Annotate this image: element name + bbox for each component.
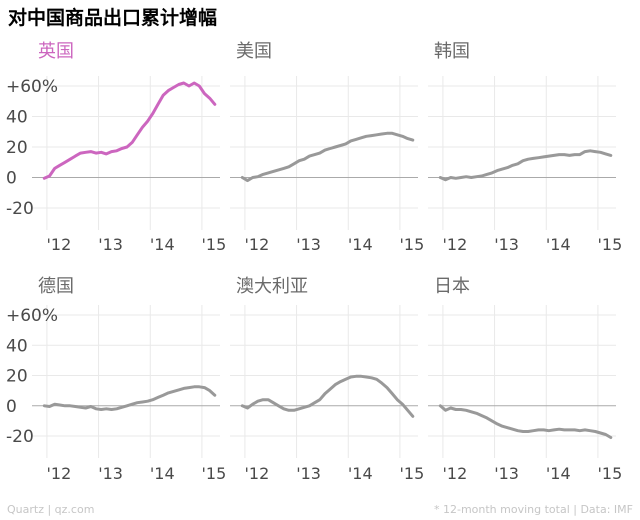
source-credit: Quartz | qz.com <box>7 503 95 516</box>
series-line <box>240 131 415 183</box>
panel-title: 韩国 <box>434 41 470 62</box>
x-tick-label: '12 <box>245 464 270 483</box>
panel-title: 美国 <box>236 41 272 62</box>
series-line <box>240 374 415 418</box>
panel-1: 英国 +60% 40 20 0 -20 '12 '13 '14 '15 <box>6 41 226 254</box>
series-line <box>438 404 613 439</box>
x-tick-label: '14 <box>348 464 373 483</box>
panel-2: 美国 '12 '13 '14 '15 <box>230 41 424 254</box>
x-tick-label: '13 <box>296 464 321 483</box>
series-line <box>438 149 613 182</box>
panel-title: 英国 <box>38 41 74 62</box>
x-tick-label: '15 <box>400 235 425 254</box>
y-tick-label: +60% <box>6 77 58 97</box>
x-tick-label: '14 <box>546 464 571 483</box>
y-tick-label: 40 <box>6 336 28 356</box>
panel-5: 澳大利亚 '12 '13 '14 '15 <box>230 276 424 483</box>
x-tick-label: '12 <box>245 235 270 254</box>
y-tick-label: 40 <box>6 108 28 128</box>
x-tick-label: '13 <box>296 235 321 254</box>
x-tick-label: '15 <box>202 464 227 483</box>
x-tick-label: '14 <box>150 464 175 483</box>
panel-3: 韩国 '12 '13 '14 '15 <box>428 41 622 254</box>
x-tick-label: '15 <box>598 235 623 254</box>
panel-title: 德国 <box>38 276 74 297</box>
x-tick-label: '15 <box>598 464 623 483</box>
y-tick-label: 0 <box>6 397 17 417</box>
y-tick-label: 20 <box>6 367 28 387</box>
series-line <box>42 81 217 180</box>
x-tick-label: '12 <box>47 235 72 254</box>
panel-title: 澳大利亚 <box>236 276 308 297</box>
series-line <box>42 385 217 411</box>
x-tick-label: '13 <box>98 235 123 254</box>
x-tick-label: '12 <box>47 464 72 483</box>
x-tick-label: '14 <box>348 235 373 254</box>
x-tick-label: '14 <box>150 235 175 254</box>
panel-4: 德国 +60% 40 20 0 -20 '12 '13 '14 '15 <box>6 276 226 483</box>
panel-title: 日本 <box>434 276 470 297</box>
y-tick-label: +60% <box>6 306 58 326</box>
y-tick-label: 0 <box>6 169 17 189</box>
chart-title: 对中国商品出口累计增幅 <box>8 7 218 29</box>
x-tick-label: '13 <box>494 464 519 483</box>
x-tick-label: '15 <box>202 235 227 254</box>
y-tick-label: 20 <box>6 138 28 158</box>
x-tick-label: '13 <box>98 464 123 483</box>
x-tick-label: '12 <box>443 235 468 254</box>
panel-6: 日本 '12 '13 '14 '15 <box>428 276 622 483</box>
x-tick-label: '15 <box>400 464 425 483</box>
x-tick-label: '12 <box>443 464 468 483</box>
data-source-note: * 12-month moving total | Data: IMF <box>433 503 633 516</box>
x-tick-label: '13 <box>494 235 519 254</box>
x-tick-label: '14 <box>546 235 571 254</box>
y-tick-label: -20 <box>6 427 34 447</box>
y-tick-label: -20 <box>6 199 34 219</box>
